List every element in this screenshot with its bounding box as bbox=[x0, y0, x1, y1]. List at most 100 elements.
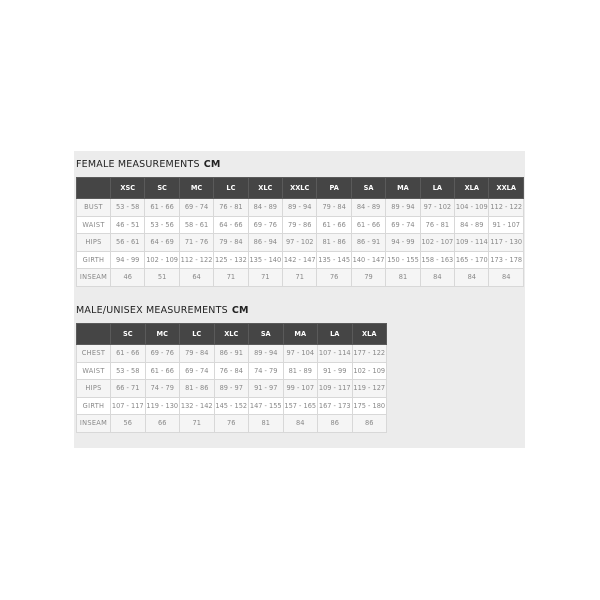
row-label: CHEST bbox=[76, 344, 111, 363]
row-label: BUST bbox=[76, 198, 111, 217]
table-row: HIPS 56 - 61 64 - 69 71 - 76 79 - 84 86 - 94 9… bbox=[76, 233, 524, 252]
measurement-cell: 71 bbox=[247, 268, 284, 287]
measurement-cell: 69 - 74 bbox=[178, 198, 215, 217]
measurement-cell: 64 - 69 bbox=[144, 233, 180, 252]
measurement-cell: 81 bbox=[385, 268, 421, 287]
measurement-cell: 107 - 117 bbox=[110, 396, 146, 415]
male-measurements-table: SC MC LC XLC SA MA LA XLA CHEST 61 - 66 69 - 76 79 … bbox=[76, 323, 387, 433]
size-header: SC bbox=[144, 177, 180, 199]
measurement-cell: 84 bbox=[454, 268, 490, 287]
measurement-cell: 74 - 79 bbox=[248, 361, 284, 380]
measurement-cell: 117 - 130 bbox=[488, 233, 524, 252]
measurement-cell: 167 - 173 bbox=[317, 396, 353, 415]
measurement-cell: 69 - 76 bbox=[247, 215, 284, 234]
measurement-cell: 76 bbox=[213, 414, 249, 433]
measurement-cell: 66 bbox=[144, 414, 180, 433]
measurement-cell: 51 bbox=[144, 268, 180, 287]
measurement-cell: 109 - 114 bbox=[454, 233, 490, 252]
header-row: SC MC LC XLC SA MA LA XLA bbox=[76, 323, 387, 345]
corner-cell bbox=[76, 323, 111, 345]
size-header: LC bbox=[213, 177, 249, 199]
measurement-cell: 158 - 163 bbox=[419, 250, 456, 269]
row-label: INSEAM bbox=[76, 268, 111, 287]
table-row: INSEAM 56 66 71 76 81 84 86 86 bbox=[76, 414, 387, 433]
measurement-cell: 69 - 74 bbox=[179, 361, 215, 380]
table-row: GIRTH 94 - 99 102 - 109 112 - 122 125 - 132 1… bbox=[76, 250, 524, 269]
measurement-cell: 107 - 114 bbox=[317, 344, 353, 363]
size-header: XLA bbox=[351, 323, 387, 345]
size-header: XXLC bbox=[282, 177, 318, 199]
corner-cell bbox=[76, 177, 111, 199]
row-label: INSEAM bbox=[76, 414, 111, 433]
measurement-cell: 84 - 89 bbox=[454, 215, 490, 234]
measurement-cell: 84 - 89 bbox=[247, 198, 284, 217]
measurement-cell: 69 - 76 bbox=[144, 344, 180, 363]
measurement-cell: 76 - 81 bbox=[213, 198, 249, 217]
measurement-cell: 86 bbox=[351, 414, 387, 433]
measurement-cell: 69 - 74 bbox=[385, 215, 421, 234]
measurement-cell: 86 - 91 bbox=[350, 233, 387, 252]
measurement-cell: 102 - 109 bbox=[351, 361, 387, 380]
measurement-cell: 79 - 84 bbox=[179, 344, 215, 363]
measurement-cell: 84 bbox=[282, 414, 318, 433]
size-header: MA bbox=[385, 177, 421, 199]
measurement-cell: 132 - 142 bbox=[179, 396, 215, 415]
measurement-cell: 140 - 147 bbox=[350, 250, 387, 269]
size-header: XLC bbox=[213, 323, 249, 345]
table-row: WAIST 53 - 58 61 - 66 69 - 74 76 - 84 74 - 79… bbox=[76, 361, 387, 380]
header-row: XSC SC MC LC XLC XXLC PA SA MA LA XLA XXLA bbox=[76, 177, 524, 199]
table-row: HIPS 66 - 71 74 - 79 81 - 86 89 - 97 91 - 97 9… bbox=[76, 379, 387, 398]
table-row: CHEST 61 - 66 69 - 76 79 - 84 86 - 91 89 - 94… bbox=[76, 344, 387, 363]
measurement-cell: 89 - 97 bbox=[213, 379, 249, 398]
measurement-cell: 79 bbox=[350, 268, 387, 287]
measurement-cell: 125 - 132 bbox=[213, 250, 249, 269]
female-title-text: FEMALE MEASUREMENTS bbox=[76, 159, 200, 170]
measurement-cell: 81 - 86 bbox=[316, 233, 352, 252]
measurement-cell: 86 - 94 bbox=[247, 233, 284, 252]
measurement-cell: 53 - 58 bbox=[109, 198, 146, 217]
size-header: MA bbox=[282, 323, 318, 345]
measurement-cell: 102 - 107 bbox=[419, 233, 456, 252]
size-header: SA bbox=[350, 177, 387, 199]
size-chart-panel: FEMALE MEASUREMENTS CM XSC SC MC LC XLC XXLC PA… bbox=[74, 151, 525, 448]
measurement-cell: 91 - 107 bbox=[488, 215, 524, 234]
measurement-cell: 91 - 99 bbox=[317, 361, 353, 380]
measurement-cell: 81 - 89 bbox=[282, 361, 318, 380]
measurement-cell: 81 - 86 bbox=[179, 379, 215, 398]
measurement-cell: 56 - 61 bbox=[109, 233, 146, 252]
size-header: XLA bbox=[454, 177, 490, 199]
measurement-cell: 79 - 84 bbox=[316, 198, 352, 217]
measurement-cell: 86 bbox=[317, 414, 353, 433]
measurement-cell: 71 bbox=[282, 268, 318, 287]
size-header: SC bbox=[110, 323, 146, 345]
measurement-cell: 135 - 140 bbox=[247, 250, 284, 269]
measurement-cell: 61 - 66 bbox=[144, 361, 180, 380]
table-row: WAIST 46 - 51 53 - 56 58 - 61 64 - 66 69 - 76… bbox=[76, 215, 524, 234]
measurement-cell: 74 - 79 bbox=[144, 379, 180, 398]
row-label: WAIST bbox=[76, 215, 111, 234]
size-header: LC bbox=[179, 323, 215, 345]
measurement-cell: 61 - 66 bbox=[110, 344, 146, 363]
measurement-cell: 157 - 165 bbox=[282, 396, 318, 415]
row-label: HIPS bbox=[76, 379, 111, 398]
table-row: GIRTH 107 - 117 119 - 130 132 - 142 145 - 15… bbox=[76, 396, 387, 415]
measurement-cell: 112 - 122 bbox=[178, 250, 215, 269]
measurement-cell: 58 - 61 bbox=[178, 215, 215, 234]
measurement-cell: 46 bbox=[109, 268, 146, 287]
measurement-cell: 175 - 180 bbox=[351, 396, 387, 415]
measurement-cell: 76 bbox=[316, 268, 352, 287]
measurement-cell: 97 - 102 bbox=[282, 233, 318, 252]
measurement-cell: 165 - 170 bbox=[454, 250, 490, 269]
measurement-cell: 104 - 109 bbox=[454, 198, 490, 217]
row-label: GIRTH bbox=[76, 396, 111, 415]
size-header: XSC bbox=[109, 177, 146, 199]
male-unit: CM bbox=[231, 305, 249, 316]
measurement-cell: 76 - 84 bbox=[213, 361, 249, 380]
measurement-cell: 119 - 127 bbox=[351, 379, 387, 398]
measurement-cell: 150 - 155 bbox=[385, 250, 421, 269]
measurement-cell: 94 - 99 bbox=[385, 233, 421, 252]
measurement-cell: 81 bbox=[248, 414, 284, 433]
measurement-cell: 71 bbox=[213, 268, 249, 287]
row-label: HIPS bbox=[76, 233, 111, 252]
size-header: LA bbox=[317, 323, 353, 345]
